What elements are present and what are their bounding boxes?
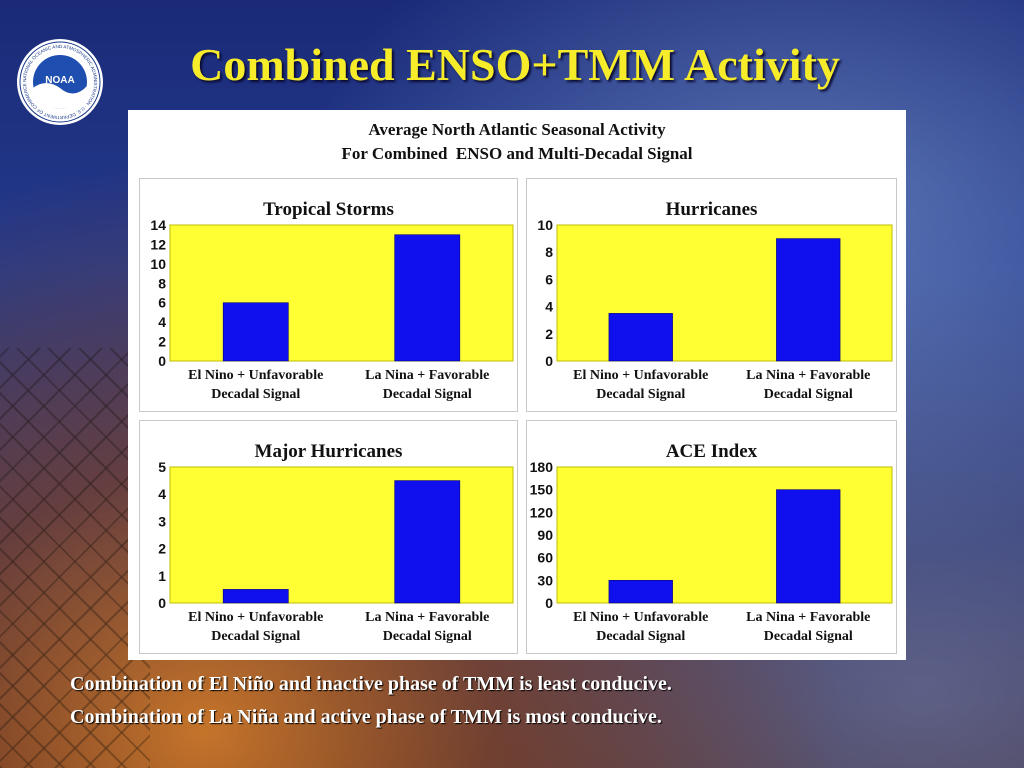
- slide-title: Combined ENSO+TMM Activity: [130, 38, 900, 91]
- y-tick-label: 3: [158, 513, 166, 529]
- x-tick-label: La Nina + Favorable: [365, 368, 489, 383]
- plot-area: [170, 225, 513, 361]
- figure-title-line2: For Combined ENSO and Multi-Decadal Sign…: [128, 142, 906, 166]
- figure-title-line1: Average North Atlantic Seasonal Activity: [128, 118, 906, 142]
- y-tick-label: 2: [158, 541, 166, 557]
- plot-area: [557, 467, 892, 603]
- chart-title: Major Hurricanes: [255, 441, 403, 462]
- bar: [609, 313, 673, 361]
- x-tick-label: El Nino + Unfavorable: [573, 368, 708, 383]
- figure-title: Average North Atlantic Seasonal Activity…: [128, 118, 906, 166]
- x-tick-label: Decadal Signal: [211, 387, 300, 402]
- y-tick-label: 6: [545, 271, 553, 287]
- y-tick-label: 1: [158, 568, 166, 584]
- chart-title: ACE Index: [666, 441, 758, 462]
- caption: Combination of El Niño and inactive phas…: [70, 668, 970, 734]
- x-tick-label: La Nina + Favorable: [746, 368, 870, 383]
- y-tick-label: 5: [158, 459, 166, 475]
- bar: [609, 580, 673, 603]
- x-tick-label: Decadal Signal: [596, 387, 685, 402]
- chart-svg: Tropical Storms 0 2 4 6 8 10 12 14 El Nino + Unfa…: [140, 179, 517, 411]
- chart-major-hurricanes: Major Hurricanes 0 1 2 3 4 5 El Nino + Unfavora…: [139, 420, 518, 654]
- x-tick-label: Decadal Signal: [383, 629, 472, 644]
- y-tick-label: 8: [158, 275, 166, 291]
- y-tick-label: 4: [158, 314, 166, 330]
- chart-tropical-storms: Tropical Storms 0 2 4 6 8 10 12 14 El Nino + Unfa…: [139, 178, 518, 412]
- y-tick-label: 4: [158, 486, 166, 502]
- x-tick-label: Decadal Signal: [764, 387, 853, 402]
- bar: [223, 589, 288, 603]
- x-tick-label: La Nina + Favorable: [365, 610, 489, 625]
- y-tick-label: 6: [158, 295, 166, 311]
- y-tick-label: 0: [545, 595, 553, 611]
- y-tick-label: 10: [537, 217, 553, 233]
- x-tick-label: Decadal Signal: [764, 629, 853, 644]
- noaa-logo: NOAA NATIONAL OCEANIC AND ATMOSPHERIC AD…: [16, 38, 104, 126]
- x-tick-label: Decadal Signal: [211, 629, 300, 644]
- y-tick-label: 180: [530, 459, 554, 475]
- bar: [223, 303, 288, 361]
- x-tick-label: El Nino + Unfavorable: [188, 368, 323, 383]
- y-tick-label: 2: [545, 326, 553, 342]
- x-tick-label: El Nino + Unfavorable: [188, 610, 323, 625]
- y-tick-label: 14: [150, 217, 166, 233]
- bar: [776, 239, 840, 361]
- plot-area: [557, 225, 892, 361]
- y-tick-label: 2: [158, 334, 166, 350]
- y-tick-label: 4: [545, 299, 553, 315]
- y-tick-label: 12: [150, 236, 166, 252]
- bar: [776, 490, 840, 603]
- y-tick-label: 0: [158, 595, 166, 611]
- chart-title: Tropical Storms: [263, 199, 394, 220]
- chart-ace-index: ACE Index 0 30 60 90 120 150 180 El Nino + Unfav…: [526, 420, 897, 654]
- x-tick-label: Decadal Signal: [383, 387, 472, 402]
- x-tick-label: Decadal Signal: [596, 629, 685, 644]
- y-tick-label: 120: [530, 504, 554, 520]
- bar: [395, 235, 460, 361]
- caption-line2: Combination of La Niña and active phase …: [70, 701, 970, 734]
- chart-svg: ACE Index 0 30 60 90 120 150 180 El Nino + Unfav…: [527, 421, 896, 653]
- bar: [395, 481, 460, 603]
- logo-text: NOAA: [45, 75, 74, 86]
- y-tick-label: 10: [150, 256, 166, 272]
- chart-svg: Major Hurricanes 0 1 2 3 4 5 El Nino + Unfavora…: [140, 421, 517, 653]
- y-tick-label: 90: [537, 527, 553, 543]
- y-tick-label: 0: [545, 353, 553, 369]
- figure-panel: Average North Atlantic Seasonal Activity…: [128, 110, 906, 660]
- caption-line1: Combination of El Niño and inactive phas…: [70, 668, 970, 701]
- x-tick-label: La Nina + Favorable: [746, 610, 870, 625]
- x-tick-label: El Nino + Unfavorable: [573, 610, 708, 625]
- y-tick-label: 60: [537, 550, 553, 566]
- y-tick-label: 8: [545, 244, 553, 260]
- chart-svg: Hurricanes 0 2 4 6 8 10 El Nino + Unfavorable De…: [527, 179, 896, 411]
- chart-title: Hurricanes: [666, 199, 758, 220]
- plot-area: [170, 467, 513, 603]
- y-tick-label: 150: [530, 482, 554, 498]
- y-tick-label: 0: [158, 353, 166, 369]
- chart-hurricanes: Hurricanes 0 2 4 6 8 10 El Nino + Unfavorable De…: [526, 178, 897, 412]
- y-tick-label: 30: [537, 572, 553, 588]
